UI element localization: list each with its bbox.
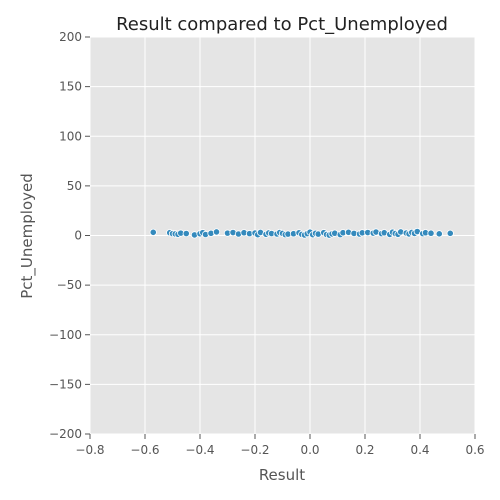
- x-tick-label: 0.4: [410, 443, 429, 457]
- grid-lines: [89, 36, 476, 435]
- scatter-point: [149, 228, 157, 236]
- y-axis-label: Pct_Unemployed: [18, 173, 37, 299]
- y-tick-label: −200: [49, 427, 82, 441]
- x-tick-label: −0.8: [75, 443, 104, 457]
- scatter-point: [182, 229, 190, 238]
- y-tick-label: 0: [74, 229, 82, 243]
- y-tick-label: 150: [59, 80, 82, 94]
- y-tick-label: −50: [57, 278, 82, 292]
- x-tick-label: 0.0: [300, 443, 319, 457]
- axis-ticks: −0.8 −0.6 −0.4 −0.2 0.0 0.2 0.4 0.6 −200 −150 −100…: [49, 30, 485, 457]
- y-tick-label: 50: [67, 179, 82, 193]
- y-tick-label: 100: [59, 129, 82, 143]
- chart-title: Result compared to Pct_Unemployed: [116, 14, 448, 35]
- y-tick-label: −150: [49, 377, 82, 391]
- data-points: [149, 227, 454, 239]
- x-tick-label: −0.4: [185, 443, 214, 457]
- x-tick-label: 0.6: [465, 443, 484, 457]
- x-tick-label: −0.6: [130, 443, 159, 457]
- scatter-point: [446, 229, 454, 237]
- x-axis-label: Result: [259, 466, 305, 484]
- scatter-point: [212, 228, 221, 236]
- scatter-point: [427, 229, 435, 237]
- x-tick-label: −0.2: [240, 443, 269, 457]
- y-tick-label: −100: [49, 328, 82, 342]
- y-tick-label: 200: [59, 30, 82, 44]
- x-tick-label: 0.2: [355, 443, 374, 457]
- scatter-point: [435, 230, 443, 238]
